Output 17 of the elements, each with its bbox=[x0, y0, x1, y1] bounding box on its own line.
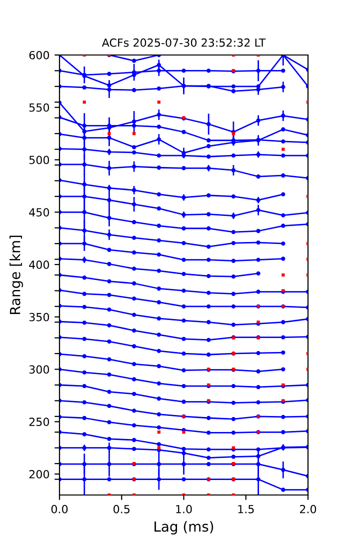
x-tick-label: 2.0 bbox=[300, 504, 316, 514]
x-tick-label: 0.0 bbox=[51, 504, 68, 514]
y-axis-title: Range [km] bbox=[10, 236, 24, 314]
y-tick-label: 500 bbox=[29, 156, 50, 164]
chart-title: ACFs 2025-07-30 23:52:32 LT bbox=[102, 38, 266, 47]
x-tick-label: 1.0 bbox=[176, 504, 192, 514]
y-tick-label: 300 bbox=[29, 365, 50, 374]
y-tick-label: 400 bbox=[29, 260, 50, 269]
y-tick-label: 450 bbox=[29, 208, 50, 217]
y-tick-label: 350 bbox=[29, 312, 50, 322]
y-tick-label: 600 bbox=[29, 50, 50, 60]
x-tick-label: 1.5 bbox=[238, 505, 254, 514]
x-tick-label: 0.5 bbox=[114, 504, 130, 514]
y-tick-label: 200 bbox=[29, 470, 50, 478]
y-tick-label: 250 bbox=[29, 418, 50, 426]
y-tick-label: 550 bbox=[29, 103, 50, 112]
x-axis-title: Lag (ms) bbox=[154, 521, 214, 534]
